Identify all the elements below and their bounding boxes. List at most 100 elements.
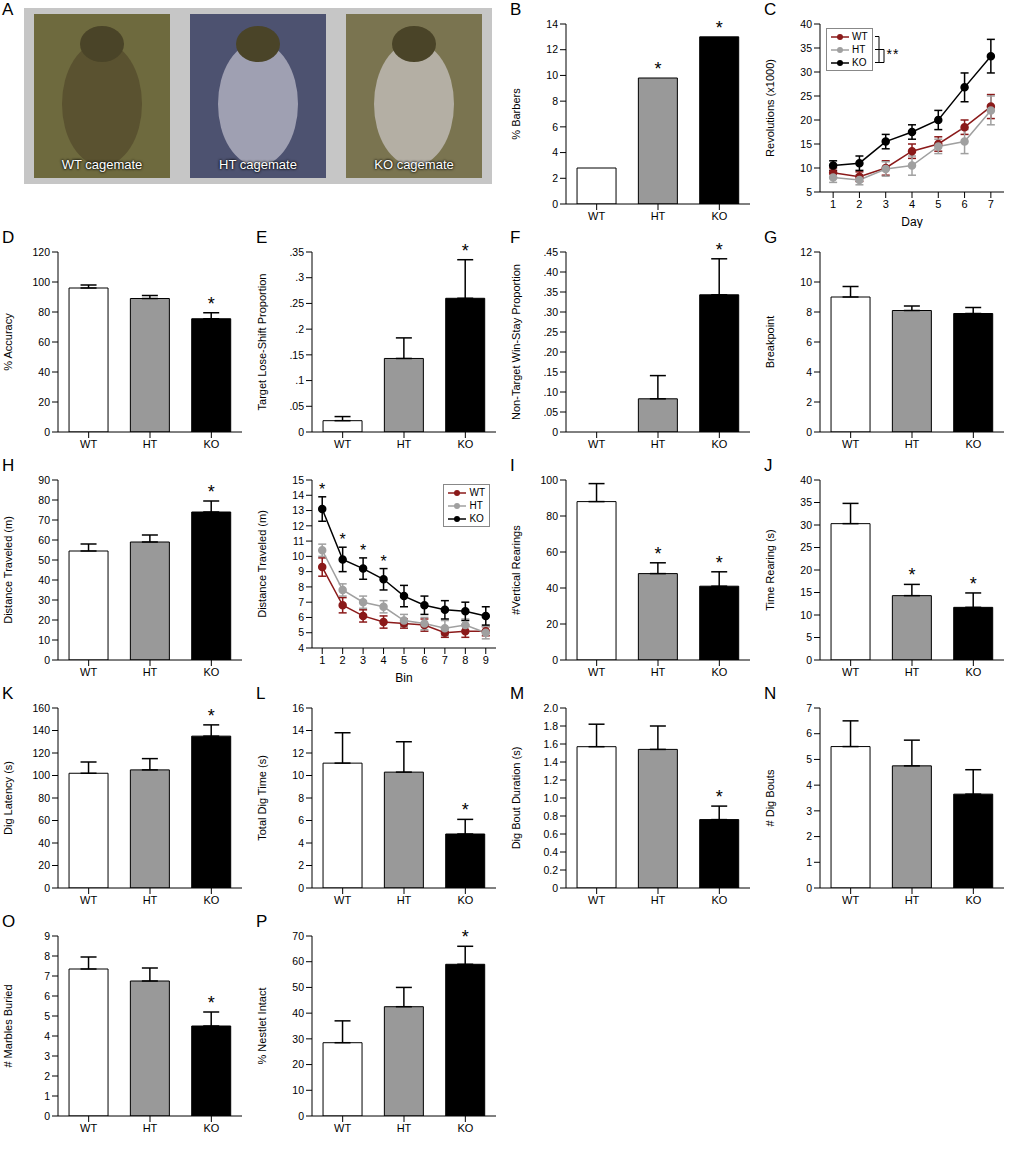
svg-text:11: 11 bbox=[293, 535, 304, 547]
svg-text:4: 4 bbox=[806, 366, 812, 378]
svg-text:8: 8 bbox=[462, 654, 468, 666]
svg-text:.35: .35 bbox=[543, 286, 558, 298]
svg-text:40: 40 bbox=[292, 1007, 304, 1019]
svg-text:0: 0 bbox=[552, 426, 558, 438]
svg-text:HT: HT bbox=[143, 894, 158, 906]
svg-text:10: 10 bbox=[292, 1084, 304, 1096]
svg-text:.20: .20 bbox=[543, 346, 558, 358]
svg-text:% Barbers: % Barbers bbox=[510, 88, 522, 140]
svg-text:HT: HT bbox=[397, 1122, 412, 1134]
svg-text:# Dig Bouts: # Dig Bouts bbox=[764, 769, 776, 826]
svg-text:6: 6 bbox=[962, 198, 968, 210]
svg-text:KO: KO bbox=[203, 1122, 219, 1134]
svg-text:30: 30 bbox=[38, 594, 50, 606]
svg-text:WT: WT bbox=[588, 894, 605, 906]
svg-text:60: 60 bbox=[38, 814, 50, 826]
svg-text:HT: HT bbox=[651, 210, 666, 222]
svg-text:8: 8 bbox=[552, 95, 558, 107]
svg-text:12: 12 bbox=[292, 520, 304, 532]
svg-text:*: * bbox=[716, 787, 723, 807]
svg-text:% Accuracy: % Accuracy bbox=[2, 313, 14, 371]
svg-text:2.0: 2.0 bbox=[543, 702, 558, 714]
svg-text:1: 1 bbox=[44, 1090, 50, 1102]
svg-text:Dig Latency (s): Dig Latency (s) bbox=[2, 761, 14, 835]
svg-text:6: 6 bbox=[298, 611, 304, 623]
svg-text:50: 50 bbox=[292, 981, 304, 993]
svg-text:80: 80 bbox=[38, 494, 50, 506]
svg-text:WT: WT bbox=[334, 1122, 351, 1134]
svg-text:0: 0 bbox=[298, 426, 304, 438]
svg-text:Distance Traveled (m): Distance Traveled (m) bbox=[256, 510, 268, 618]
svg-text:*: * bbox=[716, 240, 723, 260]
svg-text:0: 0 bbox=[552, 882, 558, 894]
svg-text:4: 4 bbox=[298, 642, 304, 654]
svg-text:.35: .35 bbox=[289, 246, 304, 258]
svg-text:KO: KO bbox=[457, 894, 473, 906]
svg-text:10: 10 bbox=[292, 769, 304, 781]
svg-text:14: 14 bbox=[292, 724, 304, 736]
svg-text:40: 40 bbox=[38, 574, 50, 586]
svg-text:1.0: 1.0 bbox=[543, 792, 558, 804]
svg-text:3: 3 bbox=[883, 198, 889, 210]
svg-text:12: 12 bbox=[546, 43, 558, 55]
svg-text:.10: .10 bbox=[543, 386, 558, 398]
svg-text:5: 5 bbox=[806, 753, 812, 765]
svg-text:20: 20 bbox=[292, 1058, 304, 1070]
svg-text:70: 70 bbox=[38, 514, 50, 526]
svg-text:WT: WT bbox=[334, 894, 351, 906]
svg-text:13: 13 bbox=[292, 504, 304, 516]
svg-text:KO: KO bbox=[965, 666, 981, 678]
svg-text:KO: KO bbox=[711, 210, 727, 222]
svg-text:140: 140 bbox=[32, 724, 50, 736]
svg-text:9: 9 bbox=[298, 565, 304, 577]
svg-text:5: 5 bbox=[298, 626, 304, 638]
svg-text:WT: WT bbox=[842, 438, 859, 450]
svg-text:5: 5 bbox=[806, 186, 812, 198]
svg-text:HT: HT bbox=[651, 438, 666, 450]
svg-text:14: 14 bbox=[546, 18, 558, 30]
svg-text:WT: WT bbox=[588, 210, 605, 222]
svg-text:20: 20 bbox=[800, 114, 812, 126]
svg-text:4: 4 bbox=[44, 1030, 50, 1042]
svg-text:0: 0 bbox=[298, 882, 304, 894]
svg-text:HT: HT bbox=[143, 1122, 158, 1134]
svg-text:2: 2 bbox=[856, 198, 862, 210]
svg-text:20: 20 bbox=[38, 396, 50, 408]
svg-text:.05: .05 bbox=[289, 400, 304, 412]
svg-text:*: * bbox=[462, 241, 469, 261]
svg-text:5: 5 bbox=[935, 198, 941, 210]
svg-text:20: 20 bbox=[38, 614, 50, 626]
svg-text:WT: WT bbox=[80, 1122, 97, 1134]
svg-text:15: 15 bbox=[292, 474, 304, 486]
svg-text:1: 1 bbox=[830, 198, 836, 210]
svg-text:4: 4 bbox=[552, 146, 558, 158]
svg-text:1.8: 1.8 bbox=[543, 720, 558, 732]
svg-text:2: 2 bbox=[552, 172, 558, 184]
svg-text:*: * bbox=[970, 574, 977, 594]
svg-text:14: 14 bbox=[292, 489, 304, 501]
svg-text:HT: HT bbox=[905, 438, 920, 450]
svg-text:80: 80 bbox=[546, 510, 558, 522]
svg-text:7: 7 bbox=[442, 654, 448, 666]
svg-text:7: 7 bbox=[44, 970, 50, 982]
svg-text:*: * bbox=[208, 706, 215, 726]
svg-text:*: * bbox=[208, 294, 215, 314]
svg-text:100: 100 bbox=[32, 276, 50, 288]
svg-text:6: 6 bbox=[298, 814, 304, 826]
svg-text:4: 4 bbox=[909, 198, 915, 210]
svg-text:30: 30 bbox=[292, 1033, 304, 1045]
svg-text:Day: Day bbox=[901, 215, 922, 228]
svg-text:HT: HT bbox=[905, 894, 920, 906]
svg-text:10: 10 bbox=[292, 550, 304, 562]
svg-text:KO: KO bbox=[965, 438, 981, 450]
svg-text:9: 9 bbox=[44, 930, 50, 942]
svg-text:40: 40 bbox=[38, 366, 50, 378]
svg-text:.15: .15 bbox=[543, 366, 558, 378]
svg-text:WT: WT bbox=[588, 438, 605, 450]
svg-text:1.6: 1.6 bbox=[543, 738, 558, 750]
svg-text:*: * bbox=[319, 481, 325, 498]
svg-text:0: 0 bbox=[806, 654, 812, 666]
svg-text:.3: .3 bbox=[295, 271, 304, 283]
svg-text:7: 7 bbox=[988, 198, 994, 210]
svg-text:1: 1 bbox=[319, 654, 325, 666]
